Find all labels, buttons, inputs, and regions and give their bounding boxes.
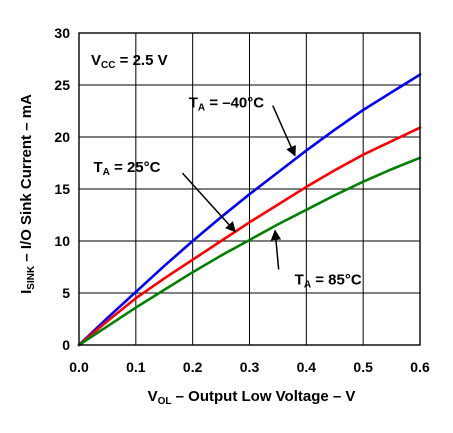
y-tick-label-5: 25 (54, 77, 70, 93)
series-annotation-label-1-main: T (93, 159, 102, 176)
x-tick-label-1: 0.1 (126, 359, 146, 375)
series-line-0 (77, 73, 422, 347)
y-tick-label-1: 5 (62, 285, 70, 301)
series-annotation-label-0-main: T (189, 95, 198, 112)
y-tick-label-4: 20 (54, 129, 70, 145)
series-annotation-label-0: TA = –40°C (189, 95, 265, 114)
vcc-condition-label-main: V (91, 52, 101, 69)
annotation-layer: VCC = 2.5 VTA = –40°CTA = 25°CTA = 85°C (91, 52, 362, 290)
x-tick-label-3: 0.3 (240, 359, 260, 375)
series-annotation-arrow-1 (181, 172, 236, 233)
series-annotation-label-0-subscript: A (198, 103, 205, 114)
plot-frame (78, 32, 421, 346)
x-axis-title: VOL – Output Low Voltage – V (148, 388, 356, 407)
series-line-2 (77, 156, 422, 347)
vcc-condition-label: VCC = 2.5 V (91, 52, 168, 71)
series-annotation-arrow-0 (272, 105, 296, 157)
series-layer (77, 73, 422, 347)
y-tick-label-6: 30 (54, 25, 70, 41)
series-annotation-label-2-rest: = 85°C (311, 271, 362, 288)
x-tick-label-2: 0.2 (183, 359, 203, 375)
series-annotation-label-0-rest: = –40°C (205, 95, 264, 112)
y-tick-label-0: 0 (62, 337, 70, 353)
y-axis-title-rest: – I/O Sink Current – mA (18, 94, 35, 266)
y-axis-title: ISINK – I/O Sink Current – mA (18, 94, 37, 294)
series-annotation-label-1-subscript: A (103, 167, 110, 178)
y-tick-label-2: 10 (54, 233, 70, 249)
x-axis-title-main: V (148, 388, 158, 405)
vcc-condition-label-subscript: CC (101, 60, 115, 71)
x-axis-title-subscript: OL (158, 396, 172, 407)
x-axis-title-rest: – Output Low Voltage – V (172, 388, 356, 405)
series-annotation-label-2: TA = 85°C (295, 271, 362, 290)
vcc-condition-label-rest: = 2.5 V (115, 52, 167, 69)
y-axis-title-main: I (18, 290, 35, 294)
series-line-1 (77, 126, 422, 347)
y-axis-title-subscript: SINK (26, 265, 37, 290)
series-annotation-label-2-subscript: A (304, 279, 311, 290)
series-annotation-label-2-main: T (295, 271, 304, 288)
y-tick-label-3: 15 (54, 181, 70, 197)
series-annotation-label-1-rest: = 25°C (110, 159, 161, 176)
x-tick-label-6: 0.6 (410, 359, 430, 375)
series-annotation-label-1: TA = 25°C (93, 159, 160, 178)
series-annotation-arrow-2 (270, 229, 282, 270)
x-tick-label-0: 0.0 (69, 359, 89, 375)
x-tick-label-4: 0.4 (297, 359, 317, 375)
x-tick-label-5: 0.5 (353, 359, 373, 375)
